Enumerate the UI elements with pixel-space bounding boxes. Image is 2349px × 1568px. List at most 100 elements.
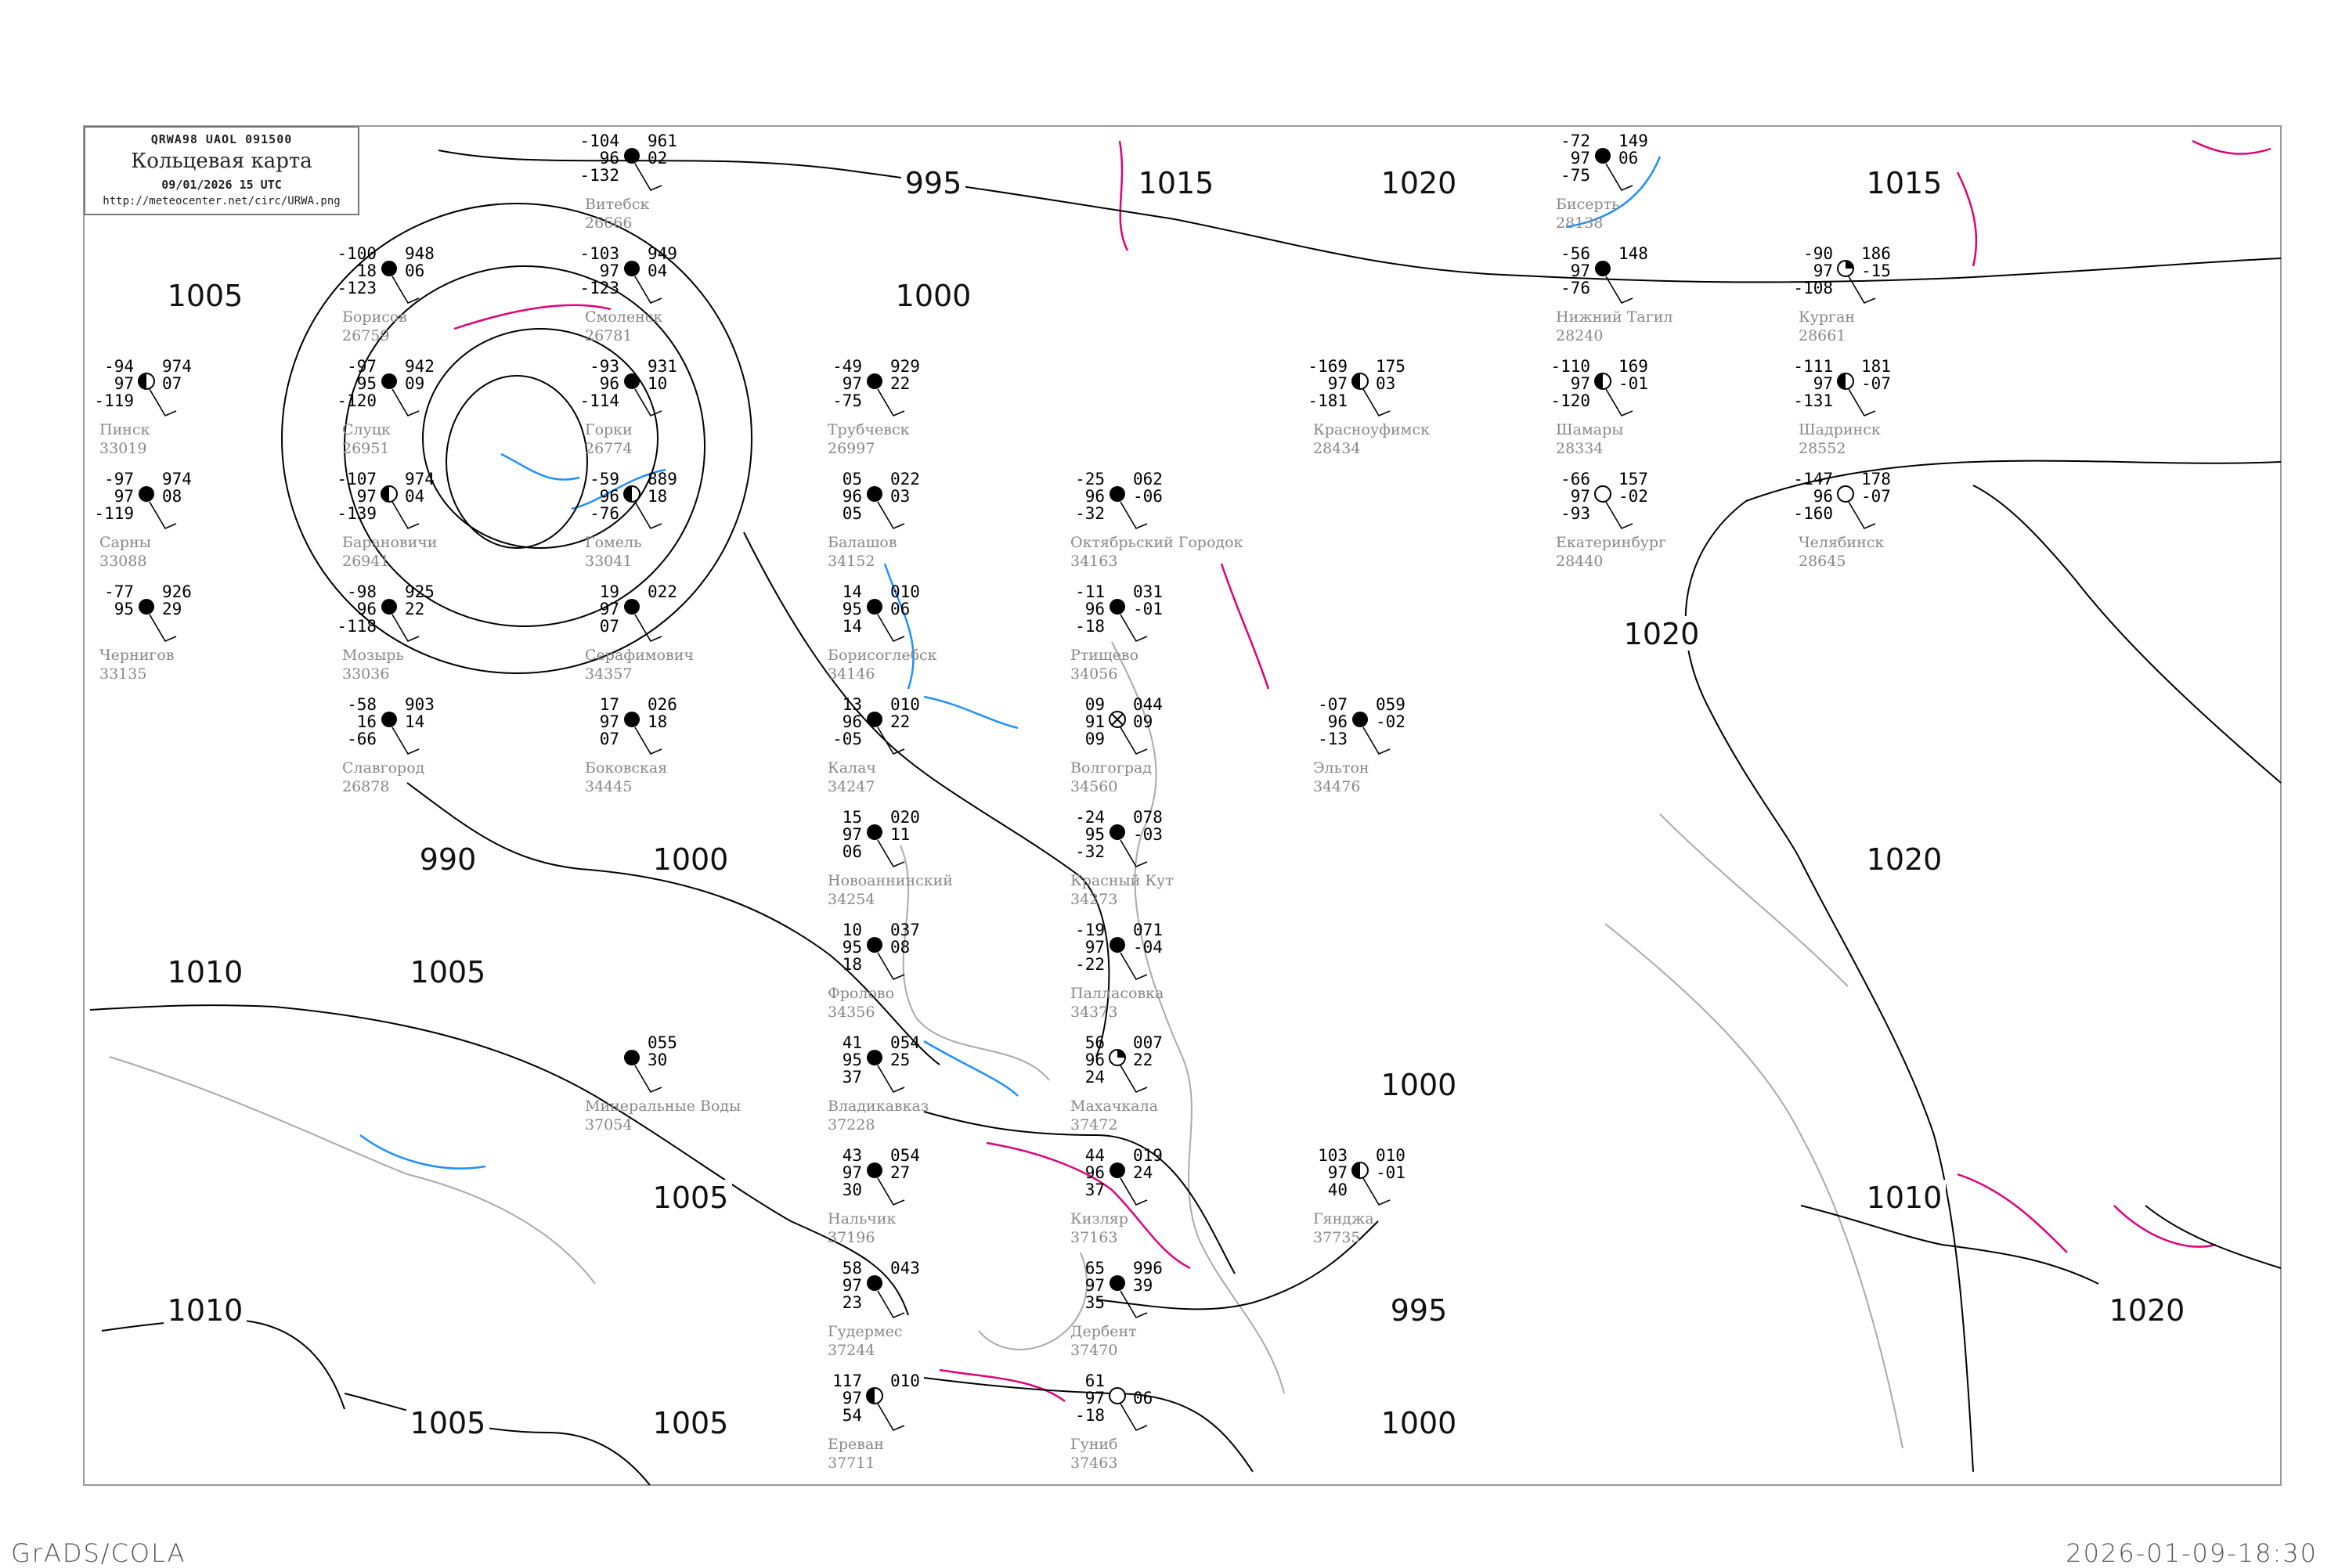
station-tendency: 04 (648, 261, 667, 280)
station-temperature: -07 (1318, 695, 1348, 714)
isobar-label: 1020 (2109, 1293, 2185, 1328)
isobar-label: 995 (905, 166, 962, 200)
cloud-overcast-icon (867, 937, 882, 953)
cloud-overcast-icon (624, 599, 640, 615)
wind-barb-icon (392, 388, 420, 417)
source-url[interactable]: http://meteocenter.net/circ/URWA.png (103, 195, 341, 207)
station-id: 34445 (585, 778, 632, 795)
station-visibility: 97 (1085, 938, 1105, 957)
station-pressure: 926 (162, 582, 192, 601)
wind-barb-icon (1848, 276, 1876, 305)
station-id: 37470 (1070, 1342, 1117, 1359)
station-name: Горки (585, 421, 633, 438)
wind-barb-icon (1605, 388, 1633, 417)
station-tendency: 29 (162, 600, 182, 618)
cloud-overcast-icon (1110, 937, 1125, 953)
station-visibility: 95 (843, 600, 862, 618)
station-temperature: -94 (104, 357, 134, 376)
cloud-overcast-icon (1110, 1275, 1125, 1291)
station-pressure: 178 (1861, 470, 1891, 488)
station-visibility: 97 (357, 487, 377, 506)
station-name: Курган (1799, 308, 1855, 326)
station-name: Фролово (828, 985, 894, 1002)
isobar-label: 1020 (1867, 842, 1943, 877)
station-pressure: 949 (648, 244, 677, 263)
station-dewpoint: -119 (94, 504, 134, 523)
station-id: 37711 (828, 1454, 875, 1472)
station-tendency: 04 (405, 487, 424, 506)
wind-barb-icon (149, 388, 177, 417)
station-dewpoint: 37 (843, 1068, 862, 1087)
station-pressure: 148 (1618, 244, 1648, 263)
station-name: Кизляр (1070, 1210, 1128, 1227)
station-name: Гудермес (828, 1323, 903, 1340)
station-visibility: 97 (1571, 261, 1590, 280)
station-id: 26759 (342, 327, 389, 344)
wind-barb-icon (1848, 388, 1876, 417)
station-tendency: 18 (648, 487, 667, 506)
station-visibility: 96 (843, 712, 862, 731)
station-dewpoint: -132 (579, 166, 619, 185)
wind-barb-icon (877, 726, 905, 755)
station-tendency: 10 (648, 374, 667, 393)
station-visibility: 16 (357, 712, 377, 731)
station-id: 26941 (342, 553, 389, 570)
station-name: Гуниб (1070, 1436, 1118, 1453)
station-visibility: 95 (843, 1051, 862, 1069)
station-temperature: -110 (1550, 357, 1590, 376)
station-pressure: 007 (1133, 1033, 1163, 1052)
station-dewpoint: 24 (1085, 1068, 1105, 1087)
station-pressure: 037 (890, 921, 920, 939)
wind-barb-icon (877, 1290, 905, 1319)
station-dewpoint: -76 (590, 504, 619, 523)
cloud-overcast-icon (867, 599, 882, 615)
station-temperature: -147 (1793, 470, 1833, 488)
station-name: Борисов (342, 308, 407, 326)
station-id: 34247 (828, 778, 875, 795)
